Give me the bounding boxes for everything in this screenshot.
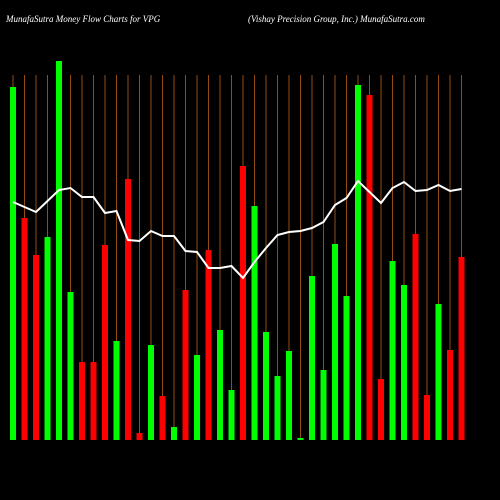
bar	[44, 237, 51, 440]
bar	[309, 276, 315, 440]
bar	[217, 330, 223, 440]
bar	[355, 85, 361, 440]
bar	[205, 250, 212, 440]
bar	[33, 255, 39, 440]
bar	[447, 350, 453, 440]
bar	[136, 433, 143, 440]
bar	[343, 296, 350, 440]
bar	[401, 285, 407, 440]
bar	[182, 290, 189, 440]
bar	[10, 87, 16, 440]
bar	[194, 355, 200, 440]
bar	[240, 166, 246, 440]
bar	[378, 379, 384, 440]
bar	[424, 395, 430, 440]
bar	[263, 332, 269, 440]
bar	[297, 438, 304, 440]
bar	[102, 245, 108, 440]
chart-subtitle: (Vishay Precision Group, Inc.) MunafaSut…	[248, 14, 425, 24]
bar	[274, 376, 281, 440]
bar	[148, 345, 154, 440]
bar	[67, 292, 74, 440]
bar	[113, 341, 120, 440]
bar	[458, 257, 465, 440]
bar	[251, 206, 258, 440]
bar	[366, 95, 373, 440]
bar	[159, 396, 166, 440]
bar	[79, 362, 85, 440]
bar	[332, 244, 338, 440]
bar	[320, 370, 327, 440]
bar	[90, 362, 97, 440]
chart-title: MunafaSutra Money Flow Charts for VPG	[5, 14, 161, 24]
bar	[171, 427, 177, 440]
bar	[21, 218, 28, 440]
bar	[286, 351, 292, 440]
bar	[412, 234, 419, 440]
bar	[125, 179, 131, 440]
bar	[228, 390, 235, 440]
money-flow-line	[12, 179, 462, 280]
bar	[56, 61, 62, 440]
bar	[435, 304, 442, 440]
bar	[389, 261, 396, 440]
